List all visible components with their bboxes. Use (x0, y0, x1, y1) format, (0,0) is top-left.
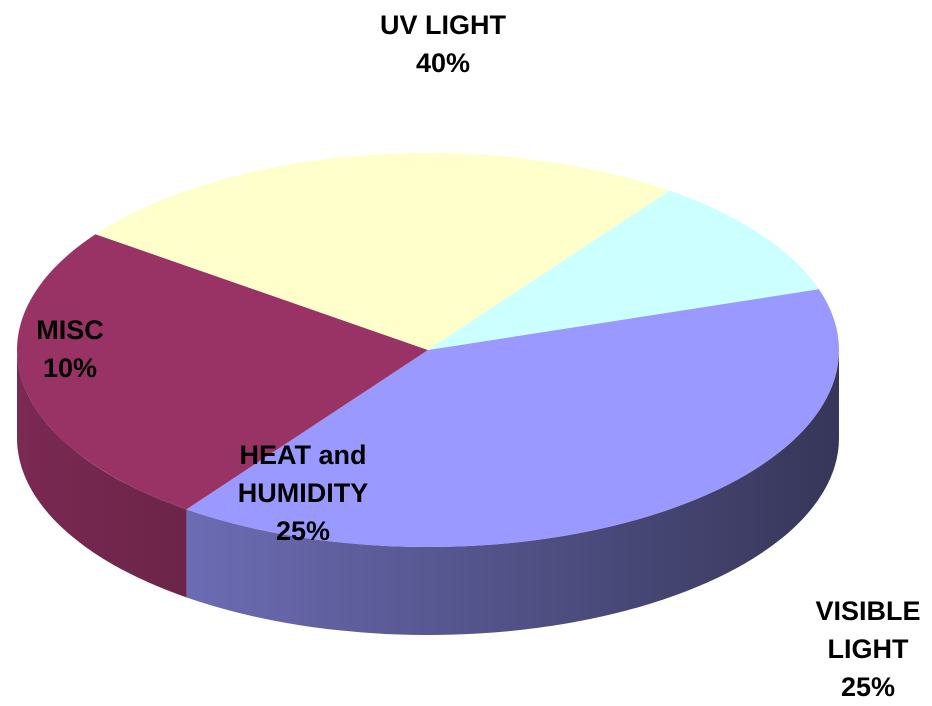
category-label: MISC (36, 315, 104, 345)
pie-slice (186, 289, 839, 547)
slice-label: HEAT and HUMIDITY 25% (208, 436, 398, 550)
slice-label: UV LIGHT 40% (313, 6, 573, 82)
pie-side (17, 350, 187, 598)
value-label: 25% (275, 516, 331, 546)
pie-side (186, 350, 839, 635)
value-label: 40% (415, 48, 471, 78)
pie-slice (428, 190, 819, 350)
value-label: 10% (42, 353, 98, 383)
value-label: 25% (840, 672, 896, 702)
category-label: HEAT and HUMIDITY (237, 440, 369, 508)
category-label: UV LIGHT (380, 10, 506, 40)
pie-slice (16, 234, 428, 510)
category-label: VISIBLE LIGHT (815, 596, 921, 664)
slice-label: VISIBLE LIGHT 25% (793, 592, 932, 706)
slice-label: MISC 10% (10, 311, 130, 387)
pie-slice (95, 153, 670, 350)
